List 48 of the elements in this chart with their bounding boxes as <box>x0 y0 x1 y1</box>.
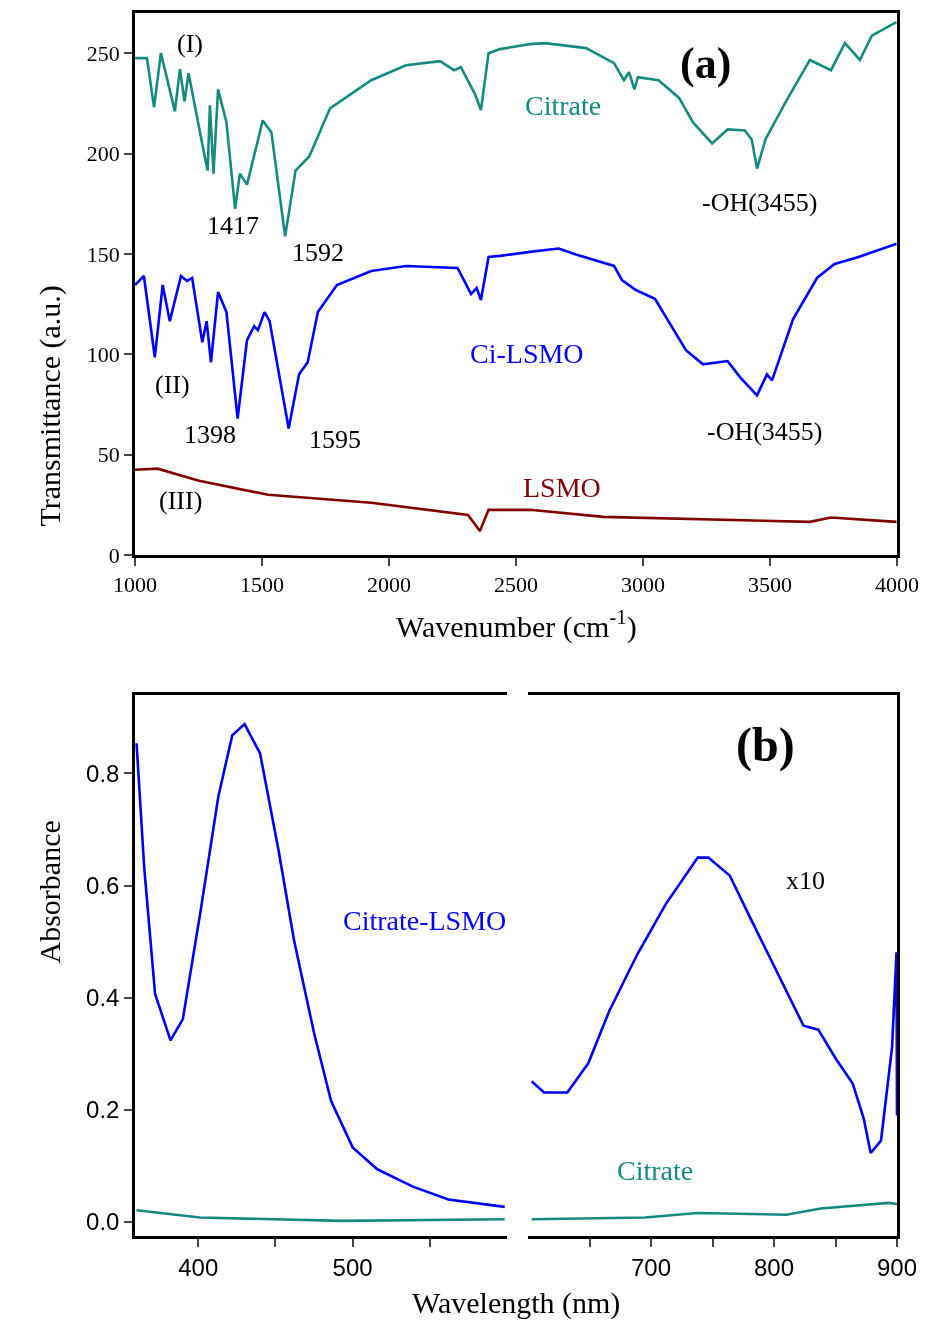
annotation: (I) <box>177 29 203 58</box>
y-tick-label: 100 <box>86 341 120 367</box>
y-axis-title: Absorbance <box>32 820 66 964</box>
line-series <box>135 467 897 533</box>
y-tick-label: 0 <box>108 542 120 568</box>
y-tick-label: 0.0 <box>86 1208 120 1236</box>
annotation: 1595 <box>309 425 361 454</box>
series-label: Citrate-LSMO <box>343 905 507 936</box>
y-tick-label: 50 <box>97 442 120 468</box>
x-tick-label: 400 <box>178 1253 219 1281</box>
line-series <box>135 20 897 238</box>
y-tick-label: 200 <box>86 141 120 167</box>
annotation: -OH(3455) <box>707 417 823 446</box>
series-label: Citrate <box>617 1155 694 1186</box>
annotation: x10 <box>786 866 825 895</box>
y-axis-title: Transmittance (a.u.) <box>32 285 67 527</box>
line-series <box>135 722 506 1209</box>
annotation: -OH(3455) <box>702 188 818 217</box>
x-tick-label: 2000 <box>367 572 411 598</box>
y-tick-label: 0.4 <box>86 984 120 1012</box>
series-label: Ci-LSMO <box>470 338 584 369</box>
line-series <box>135 1208 506 1223</box>
x-axis-title: Wavelength (nm) <box>412 1286 621 1320</box>
x-tick-label: 3500 <box>748 572 792 598</box>
x-tick-label: 800 <box>753 1253 795 1281</box>
x-tick-label: 3000 <box>621 572 665 598</box>
x-tick-label: 500 <box>332 1253 373 1281</box>
annotation: (III) <box>159 486 203 515</box>
text: (b) <box>736 718 795 772</box>
annotation: (II) <box>155 370 190 399</box>
y-tick-label: 0.6 <box>86 872 120 900</box>
x-tick-label: 900 <box>876 1253 918 1281</box>
y-tick-label: 0.8 <box>86 759 120 787</box>
x-tick-label: 4000 <box>875 572 919 598</box>
annotation: 1398 <box>184 420 236 449</box>
annotation: 1592 <box>292 238 344 267</box>
x-tick-label: 2500 <box>494 572 538 598</box>
series-label: Citrate <box>525 90 602 121</box>
x-tick-label: 700 <box>630 1253 672 1281</box>
x-axis-title: Wavenumber (cm$^{-1}$) <box>396 605 637 644</box>
y-tick-label: 0.2 <box>86 1096 120 1124</box>
series-label: LSMO <box>523 472 601 503</box>
y-tick-label: 250 <box>86 40 120 66</box>
annotation: 1417 <box>207 211 259 240</box>
x-tick-label: 1000 <box>113 572 157 598</box>
x-tick-label: 1500 <box>240 572 284 598</box>
y-tick-label: 150 <box>86 241 120 267</box>
text: (a) <box>680 39 732 88</box>
